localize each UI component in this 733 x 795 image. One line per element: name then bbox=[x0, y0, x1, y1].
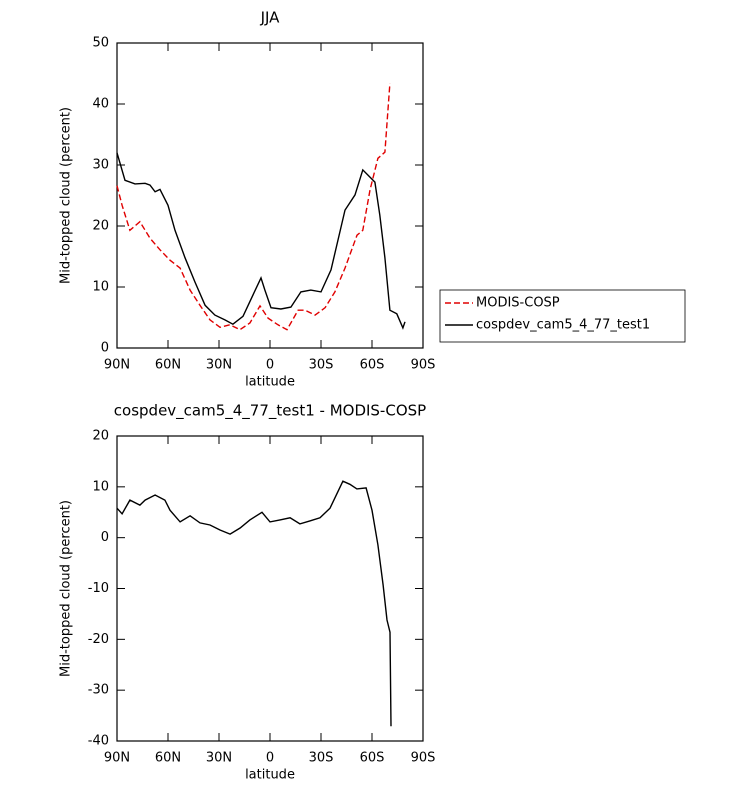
y-tick-label: 10 bbox=[92, 280, 109, 295]
plot-frame bbox=[116, 435, 424, 742]
data-line bbox=[116, 480, 392, 727]
y-tick-label: 10 bbox=[92, 479, 109, 494]
y-tick-label: 0 bbox=[101, 341, 109, 356]
y-tick-label: 0 bbox=[101, 530, 109, 545]
y-tick-label: -20 bbox=[88, 632, 109, 647]
y-tick-label: 20 bbox=[92, 219, 109, 234]
y-tick-label: 50 bbox=[92, 36, 109, 51]
legend-box bbox=[439, 289, 686, 343]
x-tick-label: 90N bbox=[104, 358, 130, 373]
data-line bbox=[116, 83, 391, 331]
y-axis-label: Mid-topped cloud (percent) bbox=[59, 500, 74, 677]
x-tick-label: 90S bbox=[411, 358, 436, 373]
x-tick-label: 30S bbox=[309, 358, 334, 373]
chart-title: cospdev_cam5_4_77_test1 - MODIS-COSP bbox=[114, 402, 426, 421]
x-axis-label: latitude bbox=[245, 375, 295, 390]
data-line bbox=[116, 152, 406, 330]
x-tick-label: 60S bbox=[360, 358, 385, 373]
x-tick-label: 0 bbox=[266, 751, 274, 766]
y-tick-label: 20 bbox=[92, 429, 109, 444]
y-tick-label: -40 bbox=[88, 734, 109, 749]
x-tick-label: 60S bbox=[360, 751, 385, 766]
x-tick-label: 90N bbox=[104, 751, 130, 766]
legend-label: cospdev_cam5_4_77_test1 bbox=[476, 318, 650, 333]
y-tick-label: 30 bbox=[92, 158, 109, 173]
x-tick-label: 30N bbox=[206, 358, 232, 373]
x-tick-label: 90S bbox=[411, 751, 436, 766]
x-tick-label: 0 bbox=[266, 358, 274, 373]
y-tick-label: 40 bbox=[92, 97, 109, 112]
legend-label: MODIS-COSP bbox=[476, 296, 560, 311]
x-tick-label: 60N bbox=[155, 358, 181, 373]
x-tick-label: 30S bbox=[309, 751, 334, 766]
y-tick-label: -10 bbox=[88, 581, 109, 596]
x-tick-label: 30N bbox=[206, 751, 232, 766]
x-tick-label: 60N bbox=[155, 751, 181, 766]
x-axis-label: latitude bbox=[245, 768, 295, 783]
y-tick-label: -30 bbox=[88, 683, 109, 698]
chart-title: JJA bbox=[260, 9, 281, 27]
y-axis-label: Mid-topped cloud (percent) bbox=[59, 107, 74, 284]
